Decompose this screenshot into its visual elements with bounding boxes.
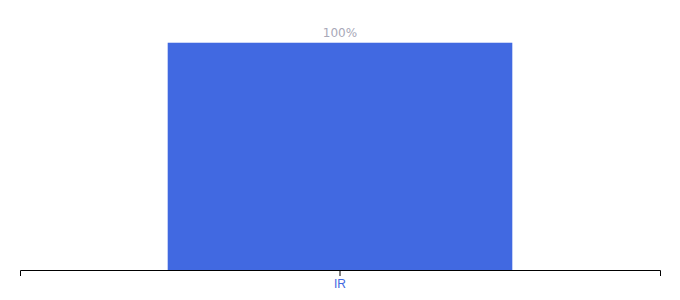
x-axis: IR: [21, 270, 661, 291]
plot: IR 100%: [21, 26, 661, 291]
bar: [168, 43, 513, 270]
x-tick-label: IR: [334, 277, 346, 291]
x-tick-mark: [340, 270, 341, 276]
data-labels: 100%: [323, 26, 357, 40]
x-axis-line: [21, 271, 661, 277]
chart-container: IR 100%: [0, 0, 680, 300]
bars: [168, 43, 513, 270]
x-tick: IR: [334, 270, 346, 291]
chart-svg: IR 100%: [0, 0, 680, 300]
data-label: 100%: [323, 26, 357, 40]
